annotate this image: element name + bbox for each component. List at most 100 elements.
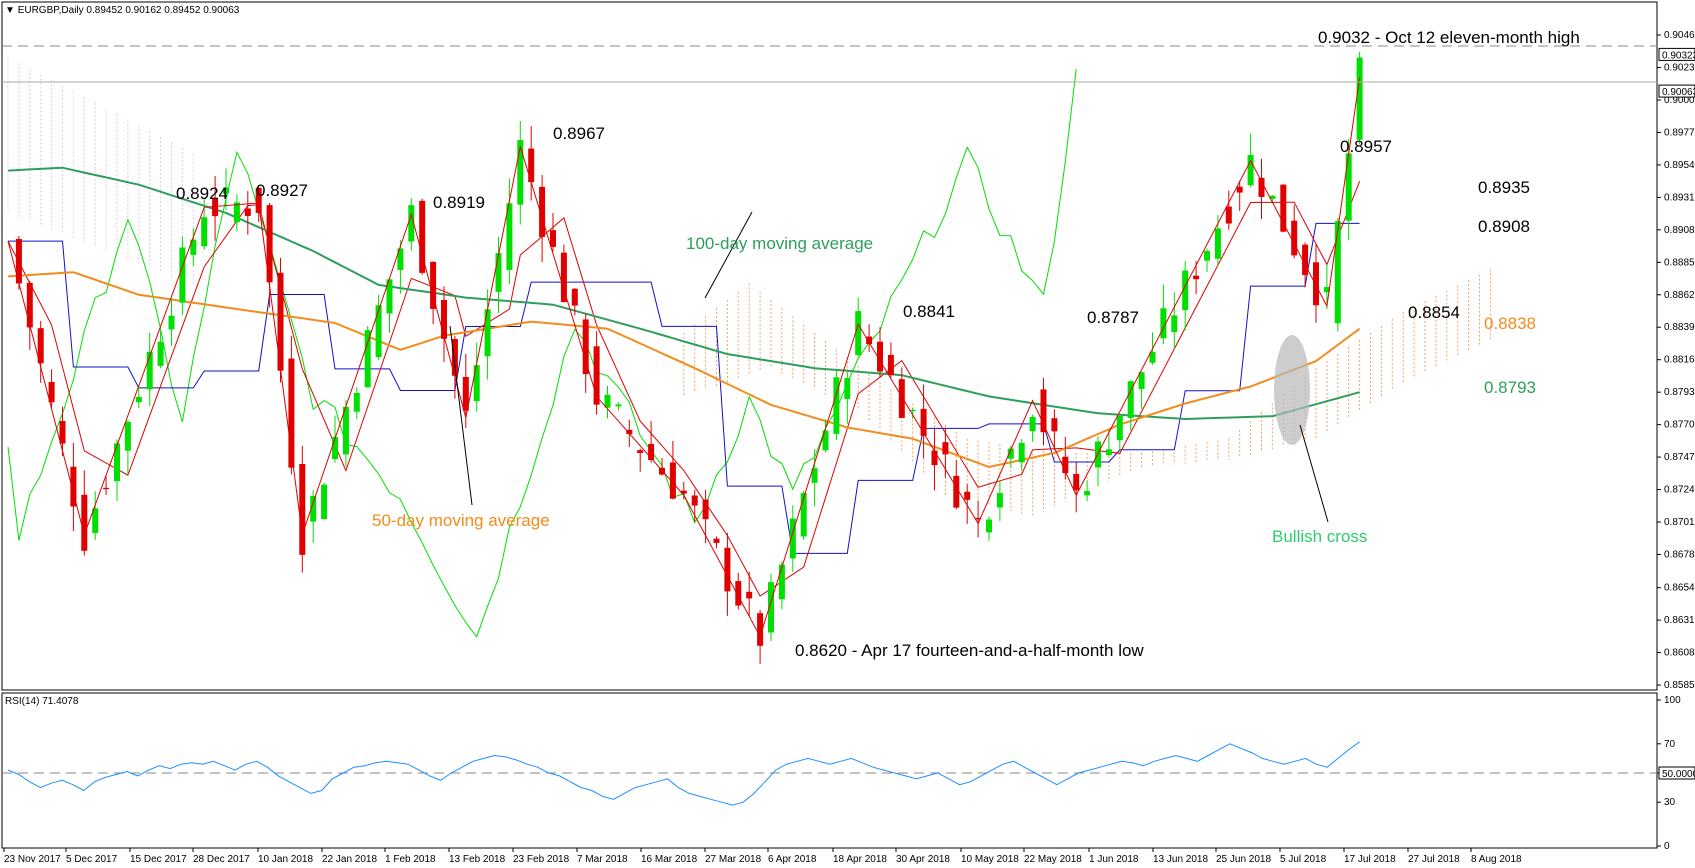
bull-candle — [778, 564, 785, 600]
bear-candle — [419, 200, 426, 273]
price-marker-label: 0.90323 — [1662, 50, 1695, 61]
bear-candle — [59, 420, 66, 444]
bull-candle — [615, 404, 622, 407]
bull-candle — [1160, 308, 1167, 339]
chikou-path — [7, 68, 1077, 638]
bear-candle — [1040, 389, 1047, 433]
bull-candle — [1105, 449, 1112, 456]
date-tick-label: 5 Jul 2018 — [1280, 854, 1327, 865]
bear-candle — [70, 466, 77, 507]
bear-candle — [931, 450, 938, 466]
bull-candle — [124, 421, 131, 451]
annotation-fourteen-month-low: 0.8620 - Apr 17 fourteen-and-a-half-mont… — [795, 641, 1144, 660]
bear-candle — [1236, 186, 1243, 193]
annotation-ma100: 100-day moving average — [686, 234, 873, 253]
bull-candle — [353, 392, 360, 412]
bear-candle — [528, 148, 535, 183]
zigzag-path — [7, 77, 1361, 638]
bull-candle — [495, 253, 502, 292]
bull-candle — [855, 311, 862, 356]
bear-candle — [1280, 184, 1287, 232]
bull-candle — [1345, 153, 1352, 221]
date-tick-label: 25 Jun 2018 — [1216, 854, 1271, 865]
bull-candle — [1247, 155, 1254, 186]
price-tick-label: 0.85855 — [1664, 680, 1695, 691]
bull-candle — [233, 202, 240, 223]
bull-candle — [408, 205, 415, 242]
chart-header: ▼ EURGBP,Daily 0.89452 0.90162 0.89452 0… — [5, 5, 240, 16]
date-tick-label: 1 Jun 2018 — [1089, 854, 1139, 865]
date-tick-label: 22 May 2018 — [1024, 854, 1082, 865]
bear-candle — [15, 238, 22, 284]
bear-candle — [898, 379, 905, 418]
date-tick-label: 17 Jul 2018 — [1344, 854, 1396, 865]
bull-candle — [1182, 270, 1189, 311]
rsi-header: RSI(14) 71.4078 — [5, 696, 79, 707]
bull-candle — [1214, 228, 1221, 259]
bull-candle — [168, 315, 175, 330]
ma100-path — [7, 166, 1360, 421]
annotation-eleven-month-high: 0.9032 - Oct 12 eleven-month high — [1318, 28, 1580, 47]
bear-candle — [212, 197, 219, 217]
bear-candle — [103, 487, 110, 490]
bear-candle — [244, 208, 251, 216]
date-tick-label: 23 Feb 2018 — [513, 854, 570, 865]
bear-candle — [81, 494, 88, 551]
bear-candle — [451, 339, 458, 376]
bear-candle — [626, 429, 633, 435]
tenkan-line — [7, 181, 1361, 597]
date-tick-label: 10 Jan 2018 — [258, 854, 313, 865]
bull-candle — [1149, 351, 1156, 363]
bull-candle — [1204, 250, 1210, 261]
date-tick-label: 15 Dec 2017 — [130, 854, 187, 865]
ma100-line — [7, 166, 1360, 421]
bull-candle — [833, 377, 840, 434]
bear-candle — [713, 538, 720, 543]
rsi-line — [7, 741, 1360, 806]
date-tick-label: 6 Apr 2018 — [768, 854, 817, 865]
date-tick-label: 13 Feb 2018 — [449, 854, 506, 865]
bear-candle — [866, 336, 873, 345]
rsi-panel-frame — [1, 692, 1658, 849]
bull-candle — [364, 330, 371, 388]
bull-candle — [114, 443, 120, 482]
bull-candle — [1334, 221, 1341, 324]
bear-candle — [702, 499, 709, 520]
bull-candle — [342, 406, 349, 455]
bull-candle — [844, 378, 851, 399]
bull-candle — [822, 430, 829, 451]
date-tick-label: 27 Mar 2018 — [705, 854, 762, 865]
candlesticks — [15, 51, 1363, 664]
bear-candle — [877, 341, 883, 372]
zigzag-line — [7, 77, 1361, 638]
bull-candle — [1356, 57, 1363, 140]
bear-candle — [691, 495, 698, 506]
bull-candle — [397, 248, 404, 270]
bear-candle — [942, 442, 949, 455]
date-axis: 23 Nov 2017 5 Dec 2017 15 Dec 2017 28 Dec 2… — [3, 848, 1522, 865]
bear-candle — [1062, 456, 1069, 474]
rsi-levels: 100705030050.0000 — [2, 695, 1695, 852]
bear-candle — [1313, 262, 1319, 306]
bull-candle — [1127, 381, 1134, 418]
bear-candle — [37, 328, 44, 364]
rsi-tick-label: 100 — [1664, 695, 1681, 706]
annotation-0.8787: 0.8787 — [1087, 308, 1139, 327]
bear-candle — [1258, 177, 1265, 197]
bear-candle — [582, 319, 589, 375]
bull-candle — [375, 305, 382, 358]
date-tick-label: 23 Nov 2017 — [4, 854, 61, 865]
bull-candle — [223, 187, 229, 194]
bear-candle — [1225, 206, 1232, 224]
bull-candle — [800, 493, 807, 537]
annotation-0.8935: 0.8935 — [1478, 178, 1530, 197]
bear-candle — [593, 346, 600, 405]
